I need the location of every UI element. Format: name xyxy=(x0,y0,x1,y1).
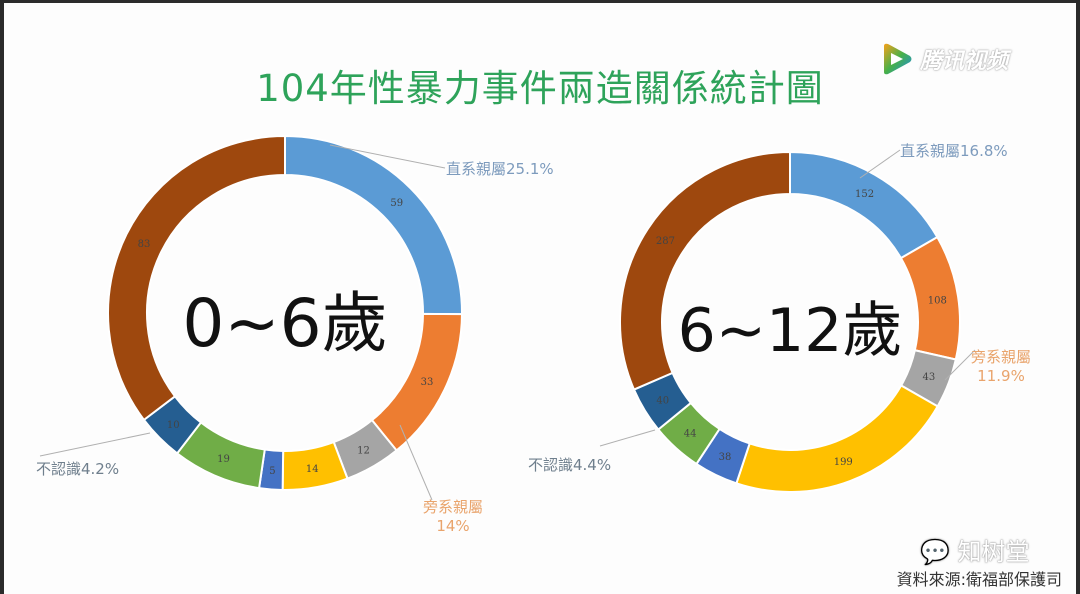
donut-segment xyxy=(735,384,939,493)
data-source: 資料來源:衛福部保護司 xyxy=(896,570,1062,589)
wechat-icon: 💬 xyxy=(920,538,950,566)
play-icon xyxy=(884,43,912,75)
callout-collateral-pct: 14% xyxy=(436,517,470,535)
segment-value-label: 5 xyxy=(269,466,275,477)
segment-value-label: 108 xyxy=(928,296,947,307)
callout-collateral-name: 旁系親屬 xyxy=(422,498,483,516)
segment-value-label: 40 xyxy=(656,395,669,406)
callout-leader-line xyxy=(944,349,976,381)
callout-stranger-6-12: 不認識4.4% xyxy=(528,456,612,474)
segment-value-label: 44 xyxy=(684,429,697,440)
segment-value-label: 38 xyxy=(719,452,732,463)
chart-title: 104年性暴力事件兩造關係統計圖 xyxy=(256,67,824,110)
callout-stranger-0-6: 不認識4.2% xyxy=(36,460,120,478)
callout-leader-line xyxy=(39,432,151,457)
segment-value-label: 59 xyxy=(390,198,403,209)
segment-value-label: 287 xyxy=(656,236,675,247)
segment-value-label: 83 xyxy=(138,239,151,250)
slide xyxy=(4,3,1076,594)
callout-direct-0-6: 直系親屬25.1% xyxy=(446,160,554,178)
callout-collateral-name: 旁系親屬 xyxy=(970,348,1031,366)
center-label-0-6: 0~6歲 xyxy=(182,285,388,362)
tencent-video-watermark: 腾讯视频 xyxy=(880,42,1008,76)
segment-value-label: 33 xyxy=(421,377,434,388)
callout-collateral-pct: 11.9% xyxy=(977,367,1025,385)
wechat-watermark: 💬 知树堂 xyxy=(920,532,1030,567)
donut-segment xyxy=(789,150,939,260)
callout-collateral-0-6: 旁系親屬 14% xyxy=(408,496,498,535)
donut-segment xyxy=(107,134,286,422)
center-label-6-12: 6~12歲 xyxy=(677,296,903,366)
segment-value-label: 19 xyxy=(217,454,230,465)
segment-value-label: 43 xyxy=(923,372,936,383)
callout-direct-6-12: 直系親屬16.8% xyxy=(900,142,1008,160)
callout-leader-line xyxy=(329,144,446,169)
callout-leader-line xyxy=(599,429,656,447)
segment-value-label: 152 xyxy=(855,189,874,200)
wechat-text: 知树堂 xyxy=(957,538,1030,566)
segment-value-label: 12 xyxy=(357,446,370,457)
segment-value-label: 199 xyxy=(834,457,853,468)
tencent-video-text: 腾讯视频 xyxy=(920,49,1009,74)
callout-leader-line xyxy=(859,149,901,179)
segment-value-label: 14 xyxy=(306,464,319,475)
segment-value-label: 10 xyxy=(167,420,180,431)
callout-leader-line xyxy=(399,424,433,501)
callout-collateral-6-12: 旁系親屬 11.9% xyxy=(956,346,1046,385)
donut-segment xyxy=(619,150,791,391)
